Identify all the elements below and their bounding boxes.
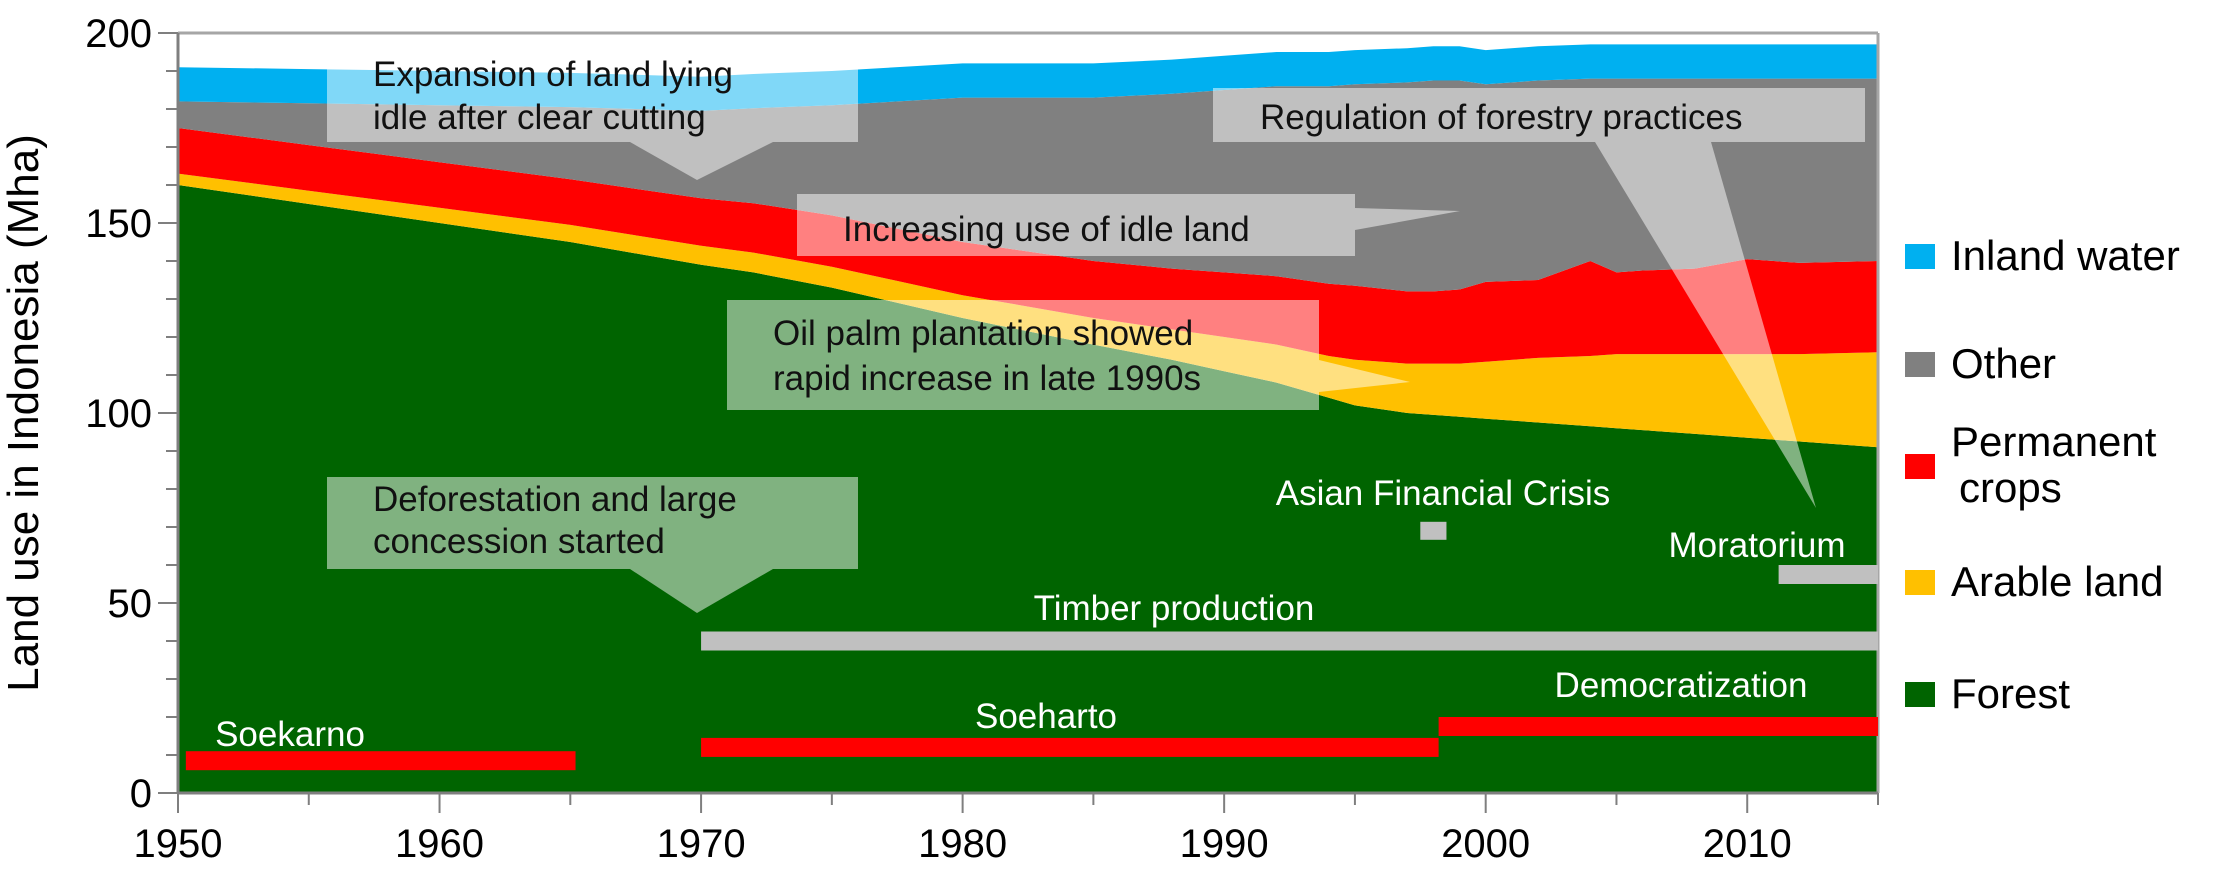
legend-label-other: Other [1951, 340, 2056, 387]
legend-label-forest: Forest [1951, 670, 2070, 717]
x-tick-label: 1950 [134, 822, 223, 866]
y-tick-label: 200 [85, 12, 152, 56]
callout-text: Expansion of land lying [373, 55, 733, 94]
x-tick-label: 2000 [1441, 822, 1530, 866]
event-label-timber-production: Timber production [1034, 589, 1315, 628]
event-bar-democratization [1438, 717, 1878, 736]
callout-text: Deforestation and large [373, 480, 737, 519]
x-tick-label: 1970 [657, 822, 746, 866]
callout-text: Regulation of forestry practices [1260, 98, 1742, 137]
legend-swatch-arable-land [1905, 570, 1935, 595]
area-permanent-crops [178, 128, 1878, 364]
legend-swatch-other [1905, 352, 1935, 377]
x-tick-label: 1980 [918, 822, 1007, 866]
callout-text: rapid increase in late 1990s [773, 359, 1201, 398]
callout-text: Increasing use of idle land [843, 210, 1250, 249]
y-tick-label: 150 [85, 202, 152, 246]
callout-box [727, 300, 1319, 410]
legend-swatch-inland-water [1905, 244, 1935, 269]
y-tick-label: 0 [130, 772, 152, 816]
event-bar-timber-production [701, 631, 1878, 651]
callout-text: Oil palm plantation showed [773, 314, 1193, 353]
legend-label-inland-water: Inland water [1951, 232, 2180, 279]
legend-label-permanent-crops-line2: crops [1959, 464, 2062, 511]
callout-pointer [1355, 208, 1460, 230]
y-tick-label: 50 [108, 582, 153, 626]
event-label-asian-financial-crisis: Asian Financial Crisis [1276, 474, 1611, 513]
event-label-democratization: Democratization [1555, 666, 1808, 705]
legend-swatch-forest [1905, 682, 1935, 707]
y-axis-title: Land use in Indonesia (Mha) [0, 134, 48, 692]
event-bar-asian-financial-crisis [1420, 521, 1447, 540]
callout-box [1213, 88, 1865, 142]
legend-label-permanent-crops: Permanent [1951, 418, 2157, 465]
callout-pointer [1595, 142, 1816, 508]
x-tick-label: 2010 [1703, 822, 1792, 866]
callout-box [327, 62, 858, 142]
annotations: Expansion of land lying idle after clear … [327, 55, 1865, 613]
callout-pointer [1319, 360, 1410, 392]
callout-text: idle after clear cutting [373, 98, 706, 137]
event-label-soeharto: Soeharto [975, 697, 1117, 736]
callout-box [797, 194, 1355, 256]
axes: 0 50 100 150 200 1950 1960 1970 1980 1990 2000 2010 [85, 12, 1880, 866]
callout-pointer [630, 142, 773, 180]
event-bar-soeharto [701, 737, 1439, 757]
callout-text: concession started [373, 522, 665, 561]
legend-label-arable-land: Arable land [1951, 558, 2163, 605]
event-bar-soekarno [185, 751, 576, 771]
x-tick-label: 1960 [395, 822, 484, 866]
callout-pointer [630, 569, 773, 613]
event-bars: Soekarno Soeharto Democratization Timber pr… [185, 474, 1878, 771]
x-tick-label: 1990 [1180, 822, 1269, 866]
callout-box [327, 477, 858, 569]
y-tick-label: 100 [85, 392, 152, 436]
event-bar-moratorium [1778, 565, 1878, 584]
legend-swatch-permanent-crops [1905, 454, 1935, 479]
event-label-moratorium: Moratorium [1669, 526, 1846, 565]
event-label-soekarno: Soekarno [215, 715, 365, 754]
